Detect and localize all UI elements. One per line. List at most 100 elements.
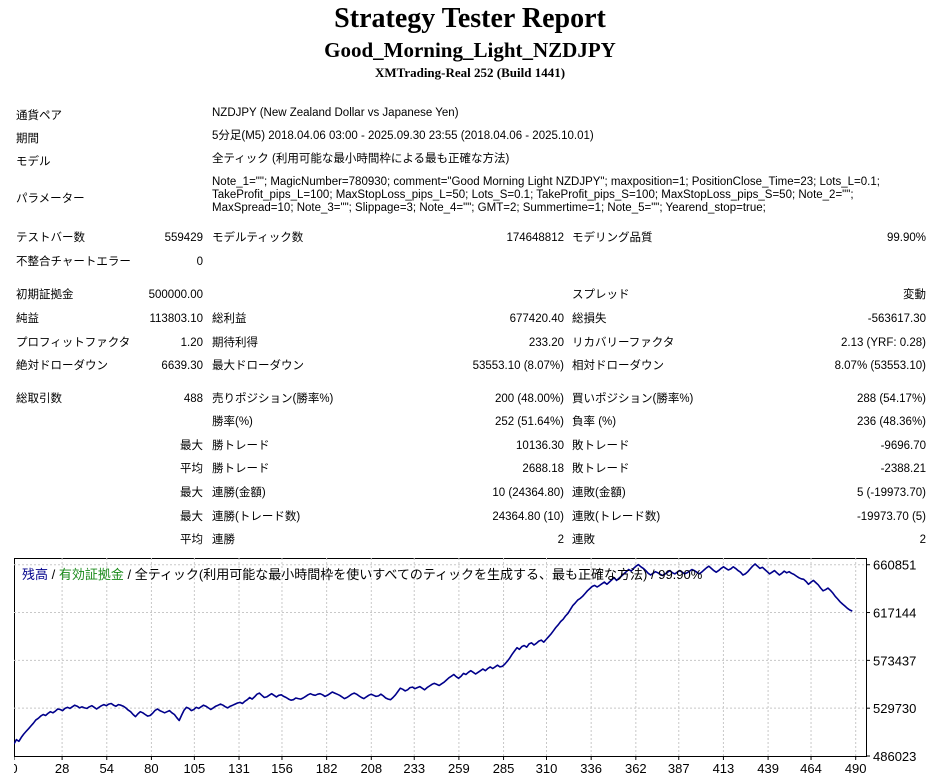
stats-cell: 相対ドローダウン [572,360,664,372]
stats-cell: 233.20 [528,337,564,349]
stats-cell: 2 [919,534,926,546]
x-tick-label: 413 [713,761,735,776]
chart-canvas: 486023 529730 573437 617144 660851 0 28 54 80 105… [14,558,916,776]
stats-cell: 288 (54.17%) [856,393,926,405]
model-value: 全ティック (利用可能な最小時間枠による最も正確な方法) [212,153,510,165]
x-tick-label: 54 [100,761,114,776]
x-tick-label: 387 [668,761,690,776]
x-tick-label: 0 [14,761,18,776]
stats-cell: 不整合チャートエラー [16,256,131,268]
stats-cell: 500000.00 [148,289,203,301]
stats-cell: 勝トレード [212,463,270,475]
info-row-period: 期間 5分足(M5) 2018.04.06 03:00 - 2025.09.30… [16,130,926,145]
stats-cell: 変動 [903,289,926,301]
stats-cell: 平均 [180,463,203,475]
x-tick-label: 362 [625,761,647,776]
stats-row-max-consecutive-count: 最大 連勝(トレード数) 24364.80 (10) 連敗(トレード数) -19973.… [16,509,926,525]
y-tick-label: 617144 [873,606,916,621]
stats-cell: 174648812 [506,232,564,244]
stats-cell: スプレッド [572,289,630,301]
stats-cell: 買いポジション(勝率%) [572,393,694,405]
stats-row-chart-errors: 不整合チャートエラー 0 [16,254,926,270]
stats-row-avg-trade: 平均 勝トレード 2688.18 敗トレード -2388.21 [16,461,926,477]
info-row-symbol: 通貨ペア NZDJPY (New Zealand Dollar vs Japan… [16,107,926,122]
stats-cell: 6639.30 [161,360,203,372]
legend-balance: 残高 [22,567,49,582]
stats-cell: モデルティック数 [212,232,304,244]
symbol-value: NZDJPY (New Zealand Dollar vs Japanese Y… [212,107,459,119]
stats-cell: -19973.70 (5) [856,511,926,523]
stats-cell: 連敗(トレード数) [572,511,661,523]
x-tick-label: 336 [580,761,602,776]
stats-cell: 勝率(%) [212,416,253,428]
stats-cell: -2388.21 [880,463,926,475]
stats-cell: 24364.80 (10) [492,511,564,523]
x-tick-label: 490 [845,761,867,776]
stats-cell: 最大 [180,440,203,452]
stats-cell: 最大 [180,487,203,499]
stats-cell: 総利益 [212,313,247,325]
stats-cell: 負率 (%) [572,416,617,428]
stats-cell: 初期証拠金 [16,289,74,301]
stats-cell: 連勝 [212,534,235,546]
stats-cell: 純益 [16,313,39,325]
stats-cell: 最大 [180,511,203,523]
x-tick-label: 80 [144,761,158,776]
stats-cell: -9696.70 [880,440,926,452]
stats-cell: -563617.30 [867,313,926,325]
x-tick-label: 285 [493,761,515,776]
x-tick-label: 259 [448,761,470,776]
x-tick-label: 156 [271,761,293,776]
stats-cell: プロフィットファクタ [16,337,131,349]
stats-cell: 10136.30 [516,440,564,452]
stats-cell: モデリング品質 [572,232,653,244]
x-tick-label: 28 [55,761,69,776]
stats-cell: 113803.10 [149,313,203,325]
x-tick-label: 464 [800,761,822,776]
stats-cell: 10 (24364.80) [492,487,564,499]
stats-cell: 2 [557,534,564,546]
stats-cell: 236 (48.36%) [856,416,926,428]
symbol-label: 通貨ペア [16,110,62,122]
stats-cell: 勝トレード [212,440,270,452]
stats-cell: 488 [183,393,203,405]
stats-row-initial-deposit: 初期証拠金 500000.00 スプレッド 変動 [16,287,926,303]
stats-cell: 2.13 (YRF: 0.28) [840,337,926,349]
stats-cell: 連勝(トレード数) [212,511,301,523]
stats-row-win-rate: 勝率(%) 252 (51.64%) 負率 (%) 236 (48.36%) [16,414,926,430]
stats-cell: 0 [196,256,203,268]
stats-cell: 99.90% [886,232,926,244]
stats-cell: 連敗 [572,534,595,546]
server-info: XMTrading-Real 252 (Build 1441) [374,65,566,80]
stats-cell: 総取引数 [16,393,62,405]
stats-row-test-bars: テストバー数 559429 モデルティック数 174648812 モデリング品質 99.9… [16,230,926,246]
stats-cell: 総損失 [572,313,607,325]
stats-row-drawdown: 絶対ドローダウン 6639.30 最大ドローダウン 53553.10 (8.07%) 相… [16,358,926,374]
x-tick-label: 131 [228,761,250,776]
stats-cell: 連勝(金額) [212,487,266,499]
plot-frame [14,558,867,757]
stats-row-total-trades: 総取引数 488 売りポジション(勝率%) 200 (48.00%) 買いポジション(勝… [16,391,926,407]
stats-cell: 53553.10 (8.07%) [472,360,564,372]
info-row-params: パラメーター Note_1=""; MagicNumber=780930; co… [16,176,926,218]
stats-cell: 5 (-19973.70) [856,487,926,499]
report-subtitle: Good_Morning_Light_NZDJPY [324,38,616,62]
stats-cell: 敗トレード [572,440,630,452]
period-value: 5分足(M5) 2018.04.06 03:00 - 2025.09.30 23… [212,130,594,142]
stats-cell: 連敗(金額) [572,487,626,499]
stats-cell: 252 (51.64%) [494,416,564,428]
legend-model: / 全ティック(利用可能な最小時間枠を使いすべてのティックを生成する、最も正確な… [123,567,703,582]
x-tick-label: 233 [403,761,425,776]
x-tick-label: 439 [757,761,779,776]
x-tick-label: 105 [184,761,206,776]
stats-cell: 最大ドローダウン [212,360,304,372]
stats-cell: 8.07% (53553.10) [834,360,926,372]
params-value: Note_1=""; MagicNumber=780930; comment="… [212,176,880,214]
stats-cell: 1.20 [180,337,203,349]
stats-cell: 敗トレード [572,463,630,475]
stats-cell: 2688.18 [522,463,564,475]
y-tick-label: 660851 [873,558,916,573]
stats-cell: リカバリーファクタ [572,337,675,349]
model-label: モデル [16,156,51,168]
info-row-model: モデル 全ティック (利用可能な最小時間枠による最も正確な方法) [16,153,926,168]
